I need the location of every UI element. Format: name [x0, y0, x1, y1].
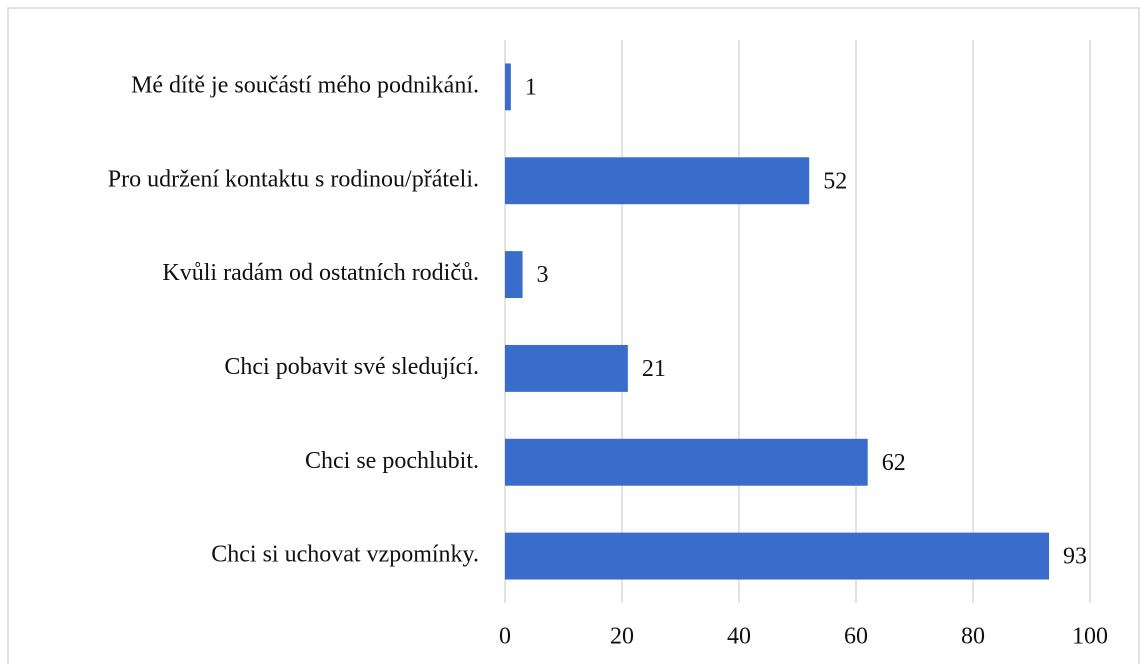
x-tick-label: 80	[961, 624, 985, 650]
y-tick-label: Chci pobavit své sledující.	[224, 354, 479, 380]
value-label: 93	[1063, 544, 1087, 570]
bar	[505, 532, 1050, 580]
bar	[505, 438, 868, 486]
x-tick-label: 40	[727, 624, 751, 650]
y-tick-label: Pro udržení kontaktu s rodinou/přáteli.	[108, 166, 479, 192]
value-label: 3	[537, 262, 549, 288]
x-tick-label: 20	[610, 624, 634, 650]
bar	[505, 344, 628, 392]
y-tick-label: Kvůli radám od ostatních rodičů.	[162, 260, 479, 286]
y-tick-label: Chci se pochlubit.	[305, 448, 479, 474]
value-label: 1	[525, 74, 537, 100]
y-tick-label: Mé dítě je součástí mého podnikání.	[131, 72, 479, 98]
x-tick-label: 60	[844, 624, 868, 650]
value-label: 21	[642, 356, 666, 382]
bar	[505, 63, 511, 111]
bar	[505, 251, 523, 299]
x-tick-label: 100	[1072, 624, 1108, 650]
value-label: 62	[882, 450, 906, 476]
x-tick-label: 0	[499, 624, 511, 650]
value-label: 52	[823, 168, 847, 194]
bar	[505, 157, 810, 205]
y-tick-label: Chci si uchovat vzpomínky.	[211, 542, 479, 568]
